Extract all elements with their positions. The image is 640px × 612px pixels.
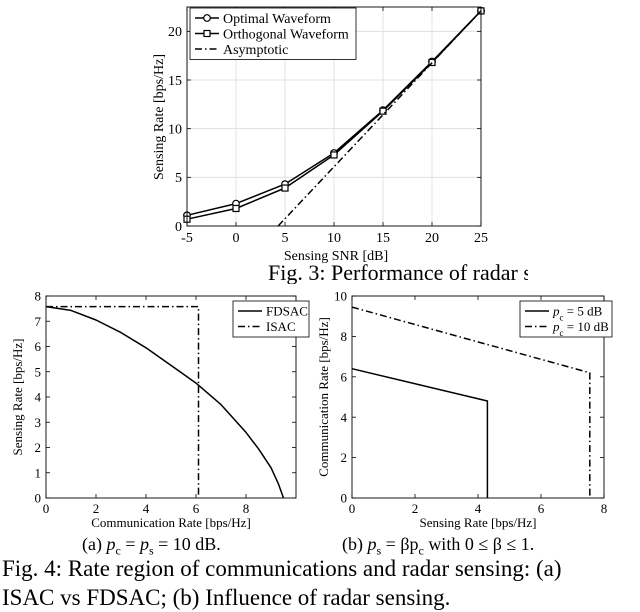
x-tick-label: 2: [412, 501, 419, 516]
subcaption-b-p: p: [367, 534, 377, 554]
x-tick-label: 2: [93, 501, 100, 516]
legend-marker-circle: [203, 14, 211, 22]
chart-region-b: 0 2 4 6 8 0 2 4 6 8 10 Sensing Rate [bps/Hz] Communi…: [316, 289, 613, 530]
data-point-square: [428, 58, 436, 67]
subcaption-b: (b) ps = βpc with 0 ≤ β ≤ 1.: [342, 534, 534, 559]
subcaption-a-prefix: (a): [82, 534, 107, 554]
axes-frame: [351, 295, 605, 499]
y-tick-label: 0: [35, 491, 42, 506]
x-tick-label: 4: [143, 501, 150, 516]
y-tick-label: 8: [35, 289, 42, 304]
axes-frame: [45, 295, 297, 499]
subcaption-b-sub-s: s: [376, 543, 382, 558]
series-line-1: [46, 305, 200, 498]
legend-box: [519, 300, 613, 338]
y-axis-label: Sensing Rate [bps/Hz]: [152, 54, 167, 180]
x-tick-label: 20: [425, 231, 439, 246]
y-tick-label: 5: [175, 171, 182, 186]
y-tick-label: 10: [168, 123, 182, 138]
axes-frame: [186, 6, 482, 227]
subcaption-b-sub-c: c: [418, 543, 424, 558]
x-tick-label: 10: [327, 231, 341, 246]
legend-label: pc = 5 dB: [552, 304, 603, 323]
x-tick-label: 6: [193, 501, 200, 516]
fig4-caption-line2: ISAC vs FDSAC; (b) Influence of radar se…: [2, 585, 451, 610]
subcaption-a-eq: =: [120, 534, 140, 554]
subcaption-a: (a) pc = ps = 10 dB.: [82, 534, 221, 559]
y-tick-label: 0: [341, 491, 348, 506]
legend-label: pc = 10 dB: [552, 319, 609, 338]
legend-box: [232, 300, 310, 338]
legend-label: Orthogonal Waveform: [223, 27, 349, 42]
legend-label: Asymptotic: [223, 43, 288, 58]
subcaption-b-mid: = βp: [381, 534, 419, 554]
y-tick-label: 2: [341, 450, 348, 465]
x-axis-label: Sensing SNR [dB]: [284, 249, 388, 264]
y-tick-label: 4: [341, 410, 348, 425]
x-tick-label: 15: [376, 231, 390, 246]
y-tick-label: 20: [168, 25, 182, 40]
x-tick-label: 0: [233, 231, 240, 246]
y-tick-label: 6: [35, 339, 42, 354]
y-axis-label: Communication Rate [bps/Hz]: [316, 317, 331, 477]
data-point-square: [330, 151, 338, 159]
data-point-square: [281, 184, 289, 192]
x-tick-label: 0: [43, 501, 50, 516]
x-tick-label: -5: [181, 231, 193, 246]
data-point-square: [232, 204, 240, 213]
y-tick-label: 1: [35, 465, 42, 480]
fig4-caption-line1: Fig. 4: Rate region of communications an…: [2, 556, 562, 581]
y-tick-label: 15: [168, 74, 182, 89]
fig4-caption: Fig. 4: Rate region of communications an…: [2, 554, 562, 612]
x-tick-label: 25: [474, 231, 488, 246]
y-tick-label: 7: [35, 314, 42, 329]
y-tick-label: 6: [341, 369, 348, 384]
subcaption-a-p: p: [106, 534, 116, 554]
series-line-2: [277, 10, 482, 227]
fig3-caption-partial: Fig. 3: Performance of radar signals: [268, 258, 528, 284]
y-tick-label: 5: [35, 364, 42, 379]
x-tick-label: 5: [282, 231, 289, 246]
series-line-0: [351, 367, 489, 498]
subcaption-a-suffix: = 10 dB.: [153, 534, 221, 554]
y-tick-label: 0: [175, 220, 182, 235]
subcaption-a-sub-c: c: [115, 543, 121, 558]
fig3-caption-text: Fig. 3: Performance of radar signals: [268, 260, 528, 284]
subcaption-b-prefix: (b): [342, 534, 368, 554]
x-tick-label: 4: [475, 501, 482, 516]
y-tick-label: 4: [35, 390, 42, 405]
x-axis-label: Communication Rate [bps/Hz]: [91, 515, 251, 530]
x-tick-label: 8: [243, 501, 250, 516]
y-tick-label: 3: [35, 415, 42, 430]
subcaption-a-sub-s: s: [148, 543, 154, 558]
legend-label: ISAC: [266, 319, 296, 334]
y-tick-label: 2: [35, 440, 42, 455]
y-tick-label: 8: [341, 329, 348, 344]
series-line-1: [351, 306, 591, 498]
legend-label: FDSAC: [266, 304, 308, 319]
series-line-0: [45, 305, 285, 499]
x-tick-label: 6: [538, 501, 545, 516]
data-point-square: [379, 107, 387, 115]
legend-label: Optimal Waveform: [223, 12, 331, 27]
subcaption-a-p2: p: [139, 534, 149, 554]
legend-marker-square: [203, 29, 211, 38]
x-axis-label: Sensing Rate [bps/Hz]: [420, 515, 537, 530]
x-tick-label: 0: [349, 501, 356, 516]
y-tick-label: 10: [334, 289, 347, 304]
y-axis-label: Sensing Rate [bps/Hz]: [10, 339, 25, 456]
subcaption-b-suffix: with 0 ≤ β ≤ 1.: [423, 534, 535, 554]
x-tick-label: 8: [601, 501, 608, 516]
